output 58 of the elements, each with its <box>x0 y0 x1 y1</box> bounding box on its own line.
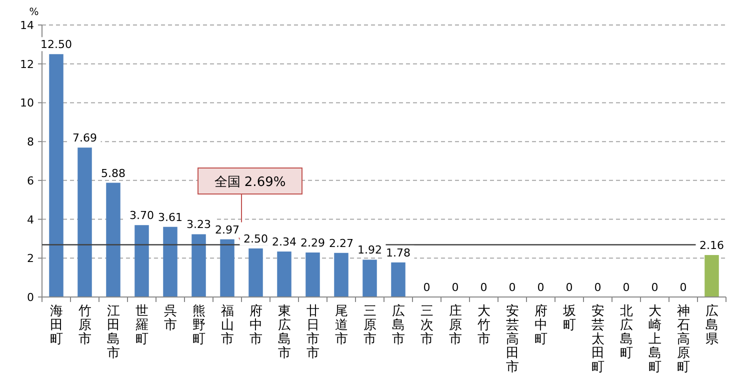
data-label: 2.50 <box>244 232 268 246</box>
ref-line-label: 全国 2.69% <box>214 175 286 190</box>
data-label: 0 <box>594 281 602 294</box>
data-label: 0 <box>452 281 459 294</box>
data-label: 0 <box>566 281 573 294</box>
data-label: 7.69 <box>72 132 97 145</box>
y-tick-label: 2 <box>27 252 34 266</box>
data-label: 3.61 <box>158 210 182 224</box>
x-tick-label: 大崎上島町 <box>648 304 662 375</box>
x-tick-label: 広島市 <box>392 303 405 347</box>
data-label: 12.50 <box>40 38 72 52</box>
data-label: 2.97 <box>215 223 240 236</box>
data-label: 1.92 <box>358 244 382 257</box>
x-tick-label: 海田町 <box>50 304 63 347</box>
data-label: 0 <box>651 281 658 294</box>
data-label: 1.78 <box>386 246 410 260</box>
data-label: 2.16 <box>700 239 724 252</box>
data-label: 2.34 <box>272 236 296 249</box>
x-tick-label: 大竹市 <box>477 304 490 347</box>
x-tick-label: 府中町 <box>534 303 548 347</box>
data-label: 0 <box>480 281 488 294</box>
x-tick-label: 廿日市市 <box>306 304 320 361</box>
data-label: 2.27 <box>329 236 354 250</box>
data-label: 0 <box>537 281 544 294</box>
x-tick-label: 坂町 <box>562 304 576 333</box>
x-tick-label: 庄原市 <box>448 304 462 347</box>
data-label: 5.88 <box>101 166 126 180</box>
x-tick-label: 福山市 <box>220 304 234 347</box>
data-label: 0 <box>680 281 687 294</box>
data-label: 0 <box>622 281 630 294</box>
data-label: 0 <box>508 281 516 294</box>
x-tick-label: 呉市 <box>164 304 177 333</box>
x-tick-label: 安芸高田市 <box>506 303 519 375</box>
y-tick-label: 8 <box>27 136 34 149</box>
x-tick-label: 東広島市 <box>278 304 291 361</box>
data-label: 3.23 <box>186 218 211 232</box>
y-tick-label: 10 <box>20 96 34 110</box>
x-tick-label: 神石高原町 <box>676 304 690 375</box>
x-tick-label: 世羅町 <box>135 304 148 347</box>
x-tick-label: 府中市 <box>249 303 262 347</box>
x-tick-label: 広島県 <box>705 303 718 347</box>
x-tick-label: 尾道市 <box>334 304 348 347</box>
x-tick-label: 竹原市 <box>78 304 92 347</box>
y-tick-label: 4 <box>27 213 34 226</box>
x-tick-label: 江田島市 <box>106 304 120 361</box>
x-tick-label: 三原市 <box>363 304 376 347</box>
data-label: 0 <box>423 281 430 294</box>
y-tick-label: 12 <box>20 58 34 71</box>
y-tick-label: 14 <box>20 19 34 32</box>
x-tick-label: 安芸太田町 <box>591 303 604 375</box>
x-tick-label: 三次市 <box>420 304 434 347</box>
x-tick-label: 北広島町 <box>620 304 633 361</box>
y-tick-label: 6 <box>27 174 34 188</box>
x-tick-label: 熊野町 <box>192 304 206 347</box>
data-label: 2.29 <box>300 236 325 250</box>
data-label: 3.70 <box>130 209 154 222</box>
y-tick-label: 0 <box>27 291 34 304</box>
y-axis-title: % <box>29 7 39 18</box>
